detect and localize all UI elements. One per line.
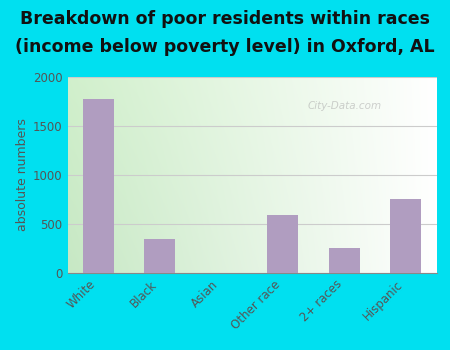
Bar [329, 247, 360, 273]
Text: Breakdown of poor residents within races: Breakdown of poor residents within races [20, 10, 430, 28]
Bar [144, 239, 175, 273]
Y-axis label: absolute numbers: absolute numbers [16, 119, 29, 231]
Bar [391, 198, 421, 273]
Text: City-Data.com: City-Data.com [307, 102, 381, 111]
Text: (income below poverty level) in Oxford, AL: (income below poverty level) in Oxford, … [15, 38, 435, 56]
Bar [83, 99, 113, 273]
Bar [267, 215, 298, 273]
